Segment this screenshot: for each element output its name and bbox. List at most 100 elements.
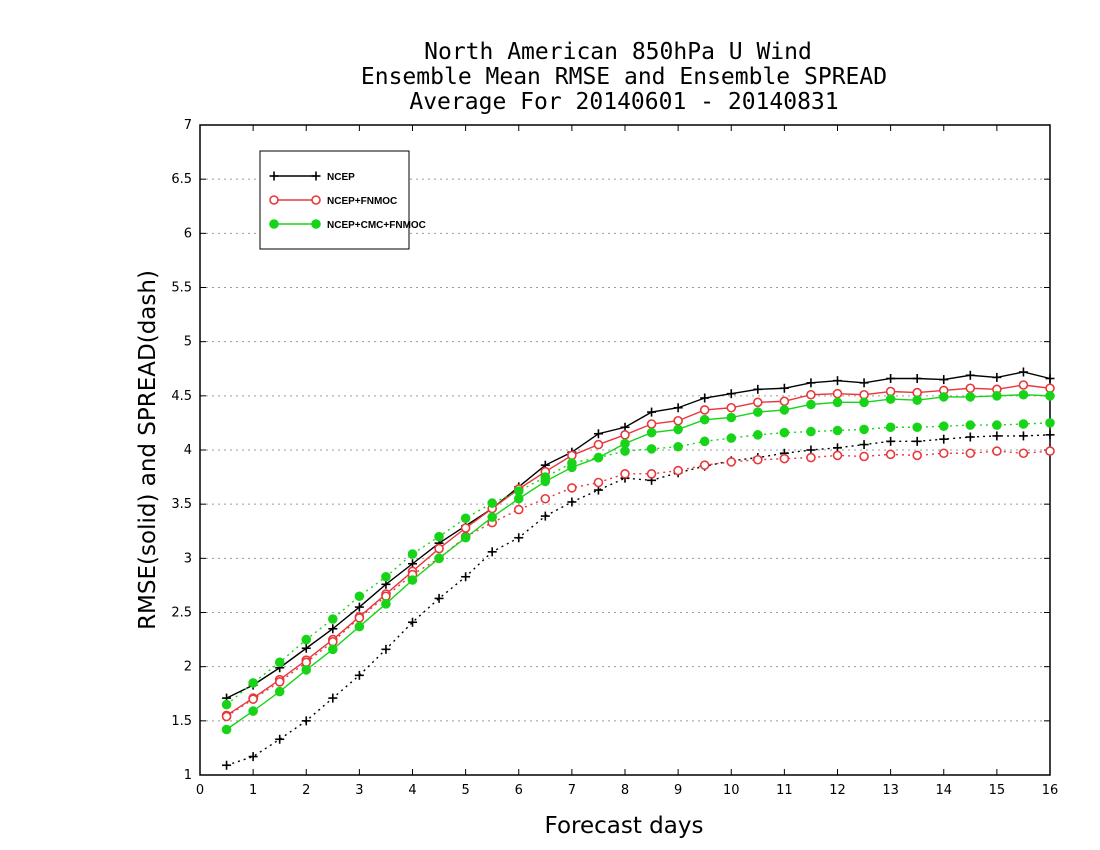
spread-point — [381, 644, 391, 654]
rmse-point — [381, 599, 391, 609]
spread-point — [938, 421, 949, 431]
spread-point — [354, 591, 365, 602]
spread-point — [646, 469, 657, 479]
spread-point — [434, 531, 444, 542]
y-tick-label: 2.5 — [171, 606, 192, 621]
rmse-line — [226, 371, 1051, 699]
rmse-point — [965, 370, 975, 380]
rmse-point — [673, 424, 683, 435]
rmse-point — [646, 419, 657, 429]
spread-point — [1045, 430, 1055, 440]
x-tick-label: 9 — [674, 783, 682, 798]
rmse-point — [301, 643, 311, 653]
x-tick-label: 2 — [302, 783, 310, 798]
y-tick-label: 1 — [184, 768, 192, 783]
spread-point — [673, 465, 683, 476]
x-tick-label: 3 — [355, 783, 363, 798]
x-tick-label: 12 — [829, 783, 846, 798]
legend-marker — [311, 195, 321, 205]
spread-point — [938, 448, 949, 459]
spread-point — [939, 434, 949, 444]
spread-line — [226, 434, 1051, 766]
rmse-point — [992, 372, 1002, 382]
spread-line — [226, 450, 1051, 718]
rmse-point — [434, 553, 444, 564]
spread-point — [408, 617, 417, 627]
x-tick-label: 10 — [723, 783, 740, 798]
x-tick-label: 6 — [515, 783, 523, 798]
rmse-line — [226, 394, 1051, 731]
rmse-point — [460, 523, 471, 533]
rmse-point — [647, 407, 657, 417]
y-tick-label: 7 — [184, 118, 192, 133]
rmse-point — [673, 415, 683, 426]
legend-marker — [311, 219, 321, 229]
rmse-point — [354, 621, 365, 632]
rmse-point — [1018, 380, 1029, 390]
spread-point — [965, 432, 975, 442]
spread-point — [1045, 446, 1055, 456]
spread-point — [593, 477, 604, 488]
x-axis-label: Forecast days — [545, 813, 704, 839]
y-tick-label: 6 — [184, 226, 192, 241]
spread-point — [620, 469, 630, 479]
spread-point — [806, 426, 816, 437]
y-axis-label: RMSE(solid) and SPREAD(dash) — [135, 270, 161, 630]
rmse-point — [248, 706, 258, 716]
y-tick-label: 1.5 — [171, 714, 192, 729]
rmse-point — [753, 407, 763, 417]
spread-point — [567, 497, 577, 507]
rmse-point — [726, 389, 736, 399]
legend-entry: NCEP — [269, 171, 355, 183]
spread-point — [407, 549, 418, 559]
spread-point — [301, 634, 312, 645]
spread-point — [434, 593, 444, 603]
rmse-point — [646, 427, 657, 438]
spread-point — [461, 572, 471, 582]
x-tick-label: 8 — [621, 783, 629, 798]
spread-point — [779, 453, 790, 464]
rmse-point — [885, 394, 896, 404]
x-tick-label: 15 — [989, 783, 1006, 798]
rmse-point — [221, 724, 232, 735]
y-tick-label: 3.5 — [171, 497, 192, 512]
spread-point — [859, 440, 869, 450]
x-tick-label: 11 — [776, 783, 793, 798]
spread-point — [514, 533, 524, 543]
legend-marker — [311, 171, 321, 181]
spread-point — [540, 511, 550, 521]
rmse-point — [806, 399, 816, 410]
spread-point — [513, 486, 524, 496]
spread-point — [248, 678, 258, 688]
spread-point — [460, 513, 471, 524]
spread-point — [1018, 448, 1029, 459]
spread-point — [699, 460, 710, 470]
spread-point — [859, 424, 869, 435]
rmse-point — [779, 383, 789, 393]
rmse-point — [1045, 391, 1055, 401]
rmse-point — [301, 665, 312, 675]
y-tick-label: 2 — [184, 660, 192, 675]
rmse-point — [859, 397, 869, 408]
spread-point — [965, 448, 976, 459]
chart-title-line-2: Ensemble Mean RMSE and Ensemble SPREAD — [361, 64, 887, 90]
spread-point — [992, 431, 1002, 441]
spread-point — [753, 454, 763, 465]
legend-label: NCEP+FNMOC — [327, 196, 397, 207]
spread-point — [779, 427, 790, 438]
spread-point — [248, 694, 258, 704]
chart-title: North American 850hPa U Wind Ensemble Me… — [361, 39, 887, 115]
spread-point — [912, 450, 922, 461]
rmse-point — [593, 429, 603, 439]
spread-point — [221, 699, 232, 710]
series-ncep-cmc-fnmoc — [221, 389, 1055, 735]
spread-point — [487, 547, 497, 557]
rmse-point — [487, 512, 497, 522]
spread-point — [992, 420, 1002, 430]
rmse-point — [886, 374, 896, 383]
spread-point — [1018, 419, 1029, 429]
x-tick-label: 16 — [1042, 783, 1059, 798]
rmse-point — [1018, 367, 1028, 377]
y-tick-label: 3 — [184, 551, 192, 566]
